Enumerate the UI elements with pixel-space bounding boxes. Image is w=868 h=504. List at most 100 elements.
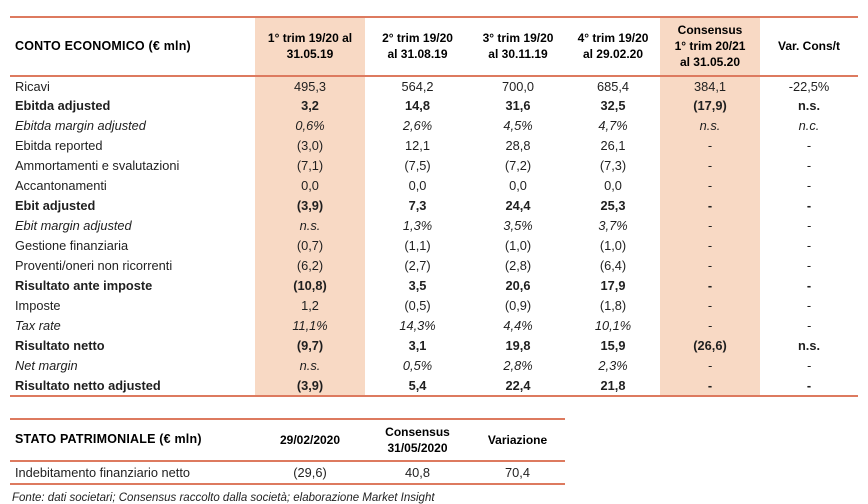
cell-value: (1,0): [504, 238, 532, 254]
cell-value: 0,0: [408, 178, 427, 194]
table-row: Ebit margin adjusted n.s. 1,3% 3,5% 3,7% - -: [10, 215, 858, 236]
table-row: Accantonamenti 0,0 0,0 0,0 0,0 - -: [10, 175, 858, 196]
table-row: Ebit adjusted (3,9) 7,3 24,4 25,3 - -: [10, 195, 858, 216]
cell-value: 4,5%: [503, 118, 533, 134]
column-header: 4° trim 19/20 al 29.02.20: [566, 16, 660, 77]
cell-value: 0,0: [255, 175, 365, 196]
table-row: Proventi/oneri non ricorrenti (6,2) (2,7) (…: [10, 255, 858, 276]
cell-value: 384,1: [660, 75, 760, 96]
cell-value: (29,6): [255, 460, 365, 485]
cell-value: -: [806, 238, 812, 254]
cell-value: -22,5%: [788, 78, 830, 94]
table-row: Indebitamento finanziario netto (29,6) 40,…: [10, 460, 565, 485]
cell-value: -: [660, 215, 760, 236]
cell-value: -: [806, 218, 812, 234]
cell-value: n.s.: [797, 338, 821, 354]
row-label: Tax rate: [15, 318, 61, 334]
cell-value: -: [806, 178, 812, 194]
cell-value: (6,2): [255, 255, 365, 276]
column-header: 2° trim 19/20 al 31.08.19: [365, 16, 470, 77]
cell-value: -: [806, 278, 812, 294]
cell-value: 31,6: [505, 98, 531, 114]
cell-value: -: [660, 155, 760, 176]
row-label: Ammortamenti e svalutazioni: [15, 158, 180, 174]
cell-value: 32,5: [600, 98, 626, 114]
cell-value: (1,8): [599, 298, 627, 314]
cell-value: 0,0: [509, 178, 527, 194]
cell-value: n.s.: [660, 115, 760, 136]
cell-value: 15,9: [600, 338, 626, 354]
cell-value: 3,5: [408, 278, 427, 294]
row-label: Ebit margin adjusted: [15, 218, 132, 234]
cell-value: 4,7%: [598, 118, 628, 134]
cell-value: 2,3%: [598, 358, 628, 374]
table-row: Ebitda reported (3,0) 12,1 28,8 26,1 - -: [10, 135, 858, 156]
cell-value: -: [660, 355, 760, 376]
row-label: Accantonamenti: [15, 178, 107, 194]
cell-value: -: [660, 315, 760, 336]
cell-value: 4,4%: [503, 318, 533, 334]
column-header: Consensus 1° trim 20/21 al 31.05.20: [660, 16, 760, 77]
cell-value: -: [806, 158, 812, 174]
row-label: Imposte: [15, 298, 61, 314]
cell-value: (3,9): [255, 195, 365, 216]
cell-value: 22,4: [470, 375, 566, 397]
cell-value: n.s.: [255, 355, 365, 376]
row-label: Proventi/oneri non ricorrenti: [15, 258, 173, 274]
table-title: STATO PATRIMONIALE (€ mln): [10, 417, 255, 462]
cell-value: -: [806, 138, 812, 154]
cell-value: 19,8: [505, 338, 531, 354]
cell-value: -: [660, 175, 760, 196]
table-row: Risultato netto (9,7) 3,1 19,8 15,9 (26,6) n.s…: [10, 335, 858, 356]
cell-value: 3,5%: [503, 218, 533, 234]
column-header: 1° trim 19/20 al 31.05.19: [255, 16, 365, 77]
cell-value: (7,3): [599, 158, 627, 174]
column-header: Variazione: [470, 417, 565, 462]
cell-value: 700,0: [501, 78, 535, 94]
cell-value: (26,6): [660, 335, 760, 356]
row-label: Net margin: [15, 358, 78, 374]
cell-value: (1,1): [404, 238, 431, 254]
row-label: Ebitda margin adjusted: [15, 118, 146, 134]
cell-value: 25,3: [600, 198, 626, 214]
cell-value: 2,6%: [402, 118, 433, 134]
cell-value: (2,7): [404, 258, 431, 274]
cell-value: -: [806, 198, 812, 214]
cell-value: (3,0): [255, 135, 365, 156]
cell-value: -: [660, 255, 760, 276]
cell-value: -: [660, 135, 760, 156]
cell-value: (3,9): [255, 375, 365, 397]
cell-value: 24,4: [505, 198, 531, 214]
cell-value: -: [760, 375, 858, 397]
row-label: Ricavi: [15, 78, 50, 94]
table-row: Ammortamenti e svalutazioni (7,1) (7,5) (7,…: [10, 155, 858, 176]
cell-value: -: [660, 375, 760, 397]
cell-value: 11,1%: [255, 315, 365, 336]
table-row: Risultato ante imposte (10,8) 3,5 20,6 17,9 -…: [10, 275, 858, 296]
cell-value: 0,6%: [255, 115, 365, 136]
cell-value: -: [660, 295, 760, 316]
row-label: Indebitamento finanziario netto: [10, 460, 255, 485]
cell-value: 26,1: [600, 138, 626, 154]
cell-value: 20,6: [505, 278, 531, 294]
cell-value: (2,8): [504, 258, 532, 274]
cell-value: (0,9): [504, 298, 532, 314]
cell-value: -: [660, 275, 760, 296]
cell-value: (9,7): [255, 335, 365, 356]
cell-value: (7,1): [255, 155, 365, 176]
row-label: Ebit adjusted: [15, 198, 96, 214]
cell-value: 40,8: [365, 460, 470, 485]
cell-value: 564,2: [401, 78, 434, 94]
cell-value: -: [660, 235, 760, 256]
row-label: Risultato netto adjusted: [10, 375, 255, 397]
cell-value: 14,8: [405, 98, 430, 114]
cell-value: (0,7): [255, 235, 365, 256]
cell-value: 495,3: [255, 75, 365, 96]
cell-value: 10,1%: [594, 318, 632, 334]
cell-value: 0,0: [604, 178, 622, 194]
row-label: Risultato netto: [15, 338, 105, 354]
cell-value: -: [806, 258, 812, 274]
row-label: Gestione finanziaria: [15, 238, 129, 254]
balance-sheet-table: STATO PATRIMONIALE (€ mln) 29/02/2020 Cons…: [10, 417, 565, 485]
